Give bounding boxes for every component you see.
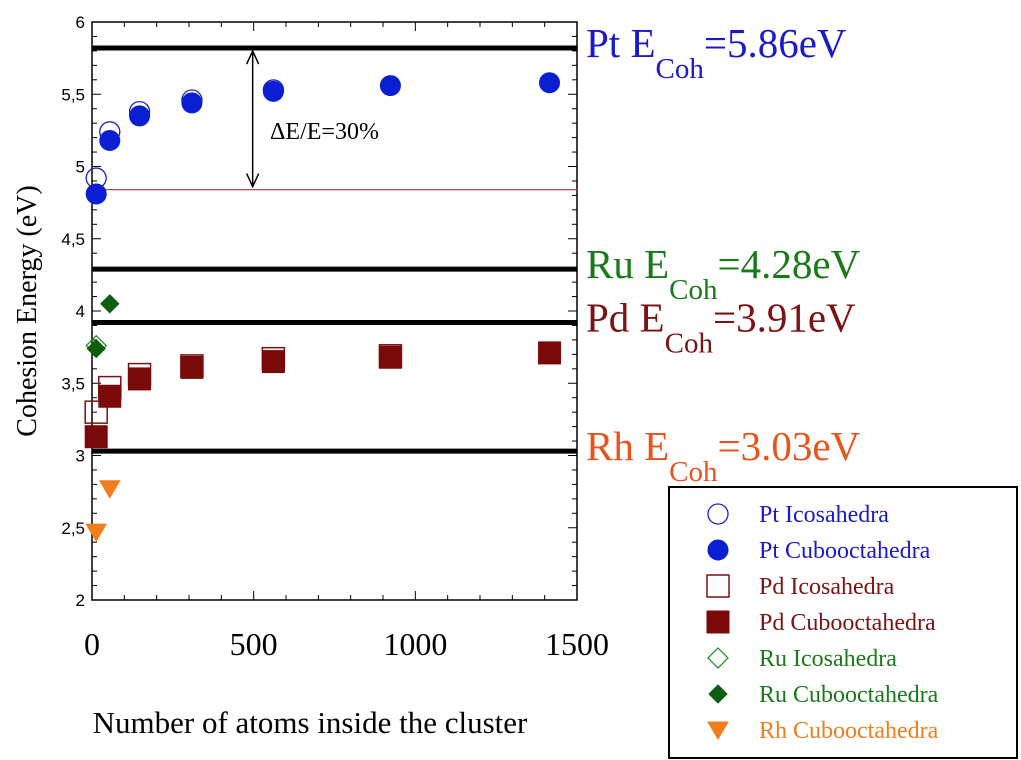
data-point-ru-cubooctahedra (86, 338, 106, 359)
y-tick-label: 5,5 (61, 85, 85, 104)
y-tick-label: 5 (76, 158, 85, 177)
y-axis-title: Cohesion Energy (eV) (12, 185, 43, 436)
y-tick-label: 6 (76, 13, 85, 32)
legend-label-pd-icosahedra: Pd Icosahedra (759, 574, 895, 600)
data-point-pt-cubooctahedra (379, 75, 401, 97)
y-tick-label: 2,5 (61, 519, 85, 538)
legend-marker-ru-icosahedra (707, 647, 729, 669)
data-point-ru-cubooctahedra (100, 294, 120, 314)
data-point-pd-cubooctahedra (378, 345, 402, 369)
data-point-pd-cubooctahedra (261, 350, 285, 374)
cohesion-label-pd: Pd ECoh=3.91eV (586, 295, 856, 360)
data-point-pd-cubooctahedra (538, 341, 562, 365)
data-point-rh-cubooctahedra (98, 480, 121, 499)
data-point-pt-cubooctahedra (129, 105, 151, 127)
legend-label-pt-cubooctahedra: Pt Cubooctahedra (759, 538, 931, 564)
legend-marker-pt-cubooctahedra (707, 539, 729, 561)
x-axis-title: Number of atoms inside the cluster (93, 705, 528, 740)
arrow-head-up (245, 49, 260, 65)
plot-frame (91, 21, 578, 601)
data-point-pt-cubooctahedra (539, 72, 561, 94)
delta-annotation: ΔE/E=30% (270, 119, 379, 145)
data-point-pt-cubooctahedra (99, 129, 121, 151)
data-point-pd-cubooctahedra (98, 384, 122, 408)
data-point-pd-icosahedra (84, 400, 108, 424)
cohesion-label-ru: Ru ECoh=4.28eV (586, 241, 861, 306)
data-point-pt-cubooctahedra (85, 183, 107, 205)
x-tick-label: 1000 (383, 626, 447, 662)
legend-marker-pd-cubooctahedra (706, 610, 730, 634)
x-tick-label: 0 (84, 626, 100, 662)
arrow-head-down (245, 173, 260, 189)
data-point-pd-cubooctahedra (128, 367, 152, 391)
y-tick-label: 4,5 (61, 230, 85, 249)
legend-marker-pt-icosahedra (707, 503, 729, 525)
y-tick-label: 3 (76, 447, 85, 466)
x-tick-label: 1500 (545, 626, 609, 662)
cohesion-label-rh: Rh ECoh=3.03eV (586, 423, 861, 488)
cohesion-label-pt: Pt ECoh=5.86eV (586, 20, 847, 85)
y-tick-label: 4 (76, 302, 85, 321)
legend-marker-pd-icosahedra (706, 574, 730, 598)
legend-marker-ru-cubooctahedra (708, 684, 728, 704)
legend-label-pd-cubooctahedra: Pd Cubooctahedra (759, 610, 936, 636)
legend-label-ru-cubooctahedra: Ru Cubooctahedra (759, 682, 939, 708)
data-point-pt-cubooctahedra (262, 80, 284, 102)
legend-label-ru-icosahedra: Ru Icosahedra (759, 646, 897, 672)
data-point-pt-cubooctahedra (181, 92, 203, 114)
legend-label-rh-cubooctahedra: Rh Cubooctahedra (759, 718, 939, 744)
data-point-pd-cubooctahedra (84, 425, 108, 449)
legend-label-pt-icosahedra: Pt Icosahedra (759, 502, 889, 528)
x-tick-label: 500 (230, 626, 278, 662)
data-point-rh-cubooctahedra (85, 523, 108, 543)
legend-marker-rh-cubooctahedra (707, 721, 729, 740)
data-point-pd-cubooctahedra (180, 355, 204, 379)
y-tick-label: 3,5 (61, 374, 85, 393)
y-tick-label: 2 (76, 591, 85, 610)
